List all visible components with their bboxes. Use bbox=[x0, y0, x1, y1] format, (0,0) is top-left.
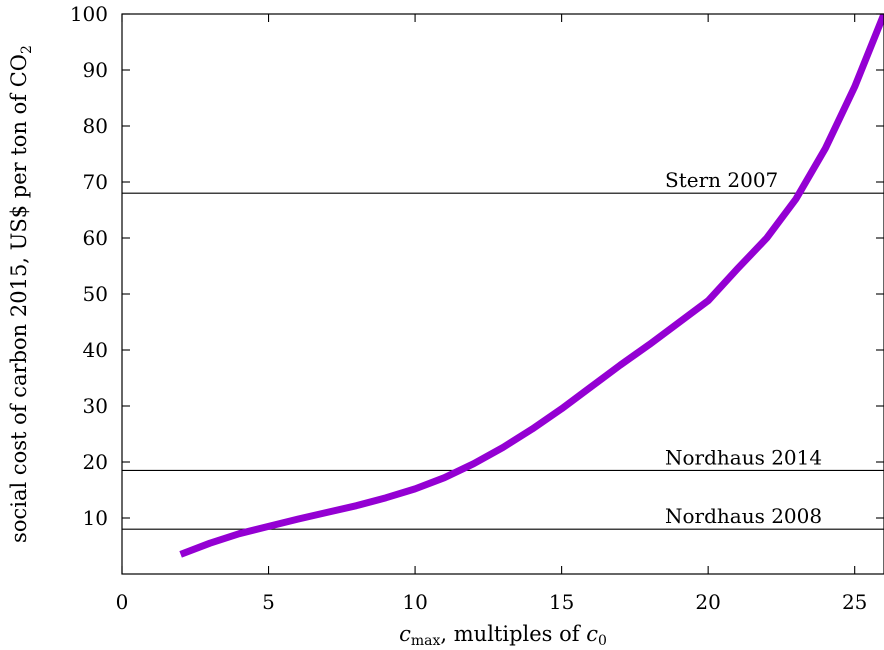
y-tick-label-4: 50 bbox=[83, 282, 108, 306]
x-axis-ticks: 0 5 10 15 20 25 bbox=[116, 14, 867, 614]
x-tick-label-2: 10 bbox=[402, 590, 427, 614]
y-axis-ticks: 10 20 30 40 50 60 70 80 90 100 bbox=[70, 2, 884, 530]
y-tick-label-9: 100 bbox=[70, 2, 108, 26]
y-tick-label-8: 90 bbox=[83, 58, 108, 82]
y-tick-label-2: 30 bbox=[83, 394, 108, 418]
reference-labels: Stern 2007 Nordhaus 2014 Nordhaus 2008 bbox=[665, 168, 822, 528]
y-tick-label-6: 70 bbox=[83, 170, 108, 194]
x-axis-title-middle: , multiples of bbox=[440, 622, 586, 646]
x-axis-title-var2-sub: 0 bbox=[598, 633, 607, 649]
y-tick-label-3: 40 bbox=[83, 338, 108, 362]
series-line-0 bbox=[179, 14, 884, 558]
y-tick-label-5: 60 bbox=[83, 226, 108, 250]
reference-label-0: Stern 2007 bbox=[665, 168, 778, 192]
x-tick-label-3: 15 bbox=[549, 590, 574, 614]
x-axis-title-var-sub: max bbox=[411, 633, 441, 649]
x-axis-title-var2: c bbox=[586, 622, 598, 646]
reference-lines bbox=[122, 192, 884, 530]
x-tick-label-0: 0 bbox=[116, 590, 129, 614]
y-tick-label-7: 80 bbox=[83, 114, 108, 138]
x-tick-label-4: 20 bbox=[695, 590, 720, 614]
x-axis-title: cmax, multiples of c0 bbox=[399, 622, 607, 649]
reference-label-1: Nordhaus 2014 bbox=[665, 445, 822, 469]
plot-frame bbox=[121, 13, 884, 575]
y-tick-label-1: 20 bbox=[83, 450, 108, 474]
y-axis-title: social cost of carbon 2015, US$ per ton … bbox=[7, 45, 35, 543]
y-axis-title-sub: 2 bbox=[19, 45, 35, 54]
reference-label-2: Nordhaus 2008 bbox=[665, 504, 822, 528]
x-axis-title-var: c bbox=[399, 622, 411, 646]
x-tick-label-5: 25 bbox=[842, 590, 867, 614]
x-tick-label-1: 5 bbox=[262, 590, 275, 614]
series-layer bbox=[179, 14, 884, 558]
y-tick-label-0: 10 bbox=[83, 506, 108, 530]
y-axis-title-main: social cost of carbon 2015, US$ per ton … bbox=[7, 54, 31, 543]
